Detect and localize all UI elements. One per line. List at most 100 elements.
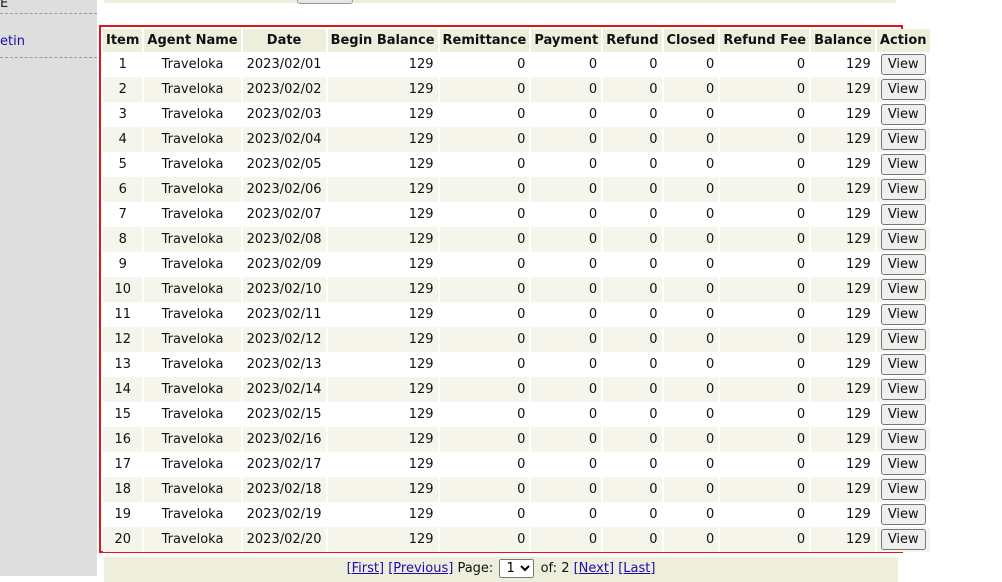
cell-payment: 0 [531,102,604,127]
view-button[interactable]: View [880,529,926,550]
cell-action: View [876,377,932,402]
view-button[interactable]: View [880,429,926,450]
cell-refund-fee: 0 [720,127,812,152]
view-button[interactable]: View [880,79,926,100]
previous-page-link[interactable]: [Previous] [388,561,454,576]
cell-payment: 0 [531,277,604,302]
cell-refund: 0 [603,502,664,527]
column-header-item: Item [103,29,145,52]
cell-remittance: 0 [439,227,532,252]
cell-agent-name: Traveloka [144,227,243,252]
cell-remittance: 0 [439,302,532,327]
cell-payment: 0 [531,327,604,352]
cell-date: 2023/02/01 [242,52,328,77]
cell-date: 2023/02/04 [242,127,328,152]
cell-refund: 0 [603,52,664,77]
cell-refund-fee: 0 [720,327,812,352]
cell-item: 3 [103,102,145,127]
cell-begin-balance: 129 [327,302,440,327]
column-header-agent-name: Agent Name [144,29,243,52]
cell-item: 20 [103,527,145,552]
column-header-begin-balance: Begin Balance [327,29,440,52]
cell-action: View [876,102,932,127]
cell-refund-fee: 0 [720,427,812,452]
sidebar-link[interactable]: etin [0,34,25,49]
view-button[interactable]: View [880,304,926,325]
cell-date: 2023/02/02 [242,77,328,102]
cell-item: 13 [103,352,145,377]
cell-refund-fee: 0 [720,277,812,302]
cell-balance: 129 [811,327,877,352]
cell-refund: 0 [603,77,664,102]
cell-date: 2023/02/07 [242,202,328,227]
cell-closed: 0 [663,77,721,102]
view-button[interactable]: View [880,329,926,350]
cell-begin-balance: 129 [327,477,440,502]
search-button[interactable] [297,0,353,4]
view-button[interactable]: View [880,129,926,150]
cell-action: View [876,77,932,102]
first-page-link[interactable]: [First] [346,561,385,576]
table-body: 1 Traveloka 2023/02/01 129 0 0 0 0 0 129 View 2 Trav… [103,52,932,552]
cell-remittance: 0 [439,477,532,502]
cell-balance: 129 [811,402,877,427]
agent-balance-table: Item Agent Name Date Begin Balance Remit… [103,29,932,552]
cell-remittance: 0 [439,427,532,452]
cell-balance: 129 [811,452,877,477]
view-button[interactable]: View [880,179,926,200]
view-button[interactable]: View [880,404,926,425]
cell-payment: 0 [531,527,604,552]
cell-agent-name: Traveloka [144,477,243,502]
cell-remittance: 0 [439,377,532,402]
cell-refund-fee: 0 [720,402,812,427]
view-button[interactable]: View [880,379,926,400]
cell-payment: 0 [531,427,604,452]
next-page-link[interactable]: [Next] [573,561,615,576]
sidebar-divider [0,13,97,14]
view-button[interactable]: View [880,204,926,225]
last-page-link[interactable]: [Last] [618,561,656,576]
view-button[interactable]: View [880,229,926,250]
view-button[interactable]: View [880,104,926,125]
cell-refund: 0 [603,527,664,552]
cell-action: View [876,127,932,152]
cell-balance: 129 [811,352,877,377]
cell-item: 5 [103,152,145,177]
view-button[interactable]: View [880,454,926,475]
page-select[interactable]: 12 [499,559,535,578]
cell-begin-balance: 129 [327,177,440,202]
column-header-balance: Balance [811,29,877,52]
cell-remittance: 0 [439,502,532,527]
cell-closed: 0 [663,102,721,127]
cell-remittance: 0 [439,77,532,102]
cell-agent-name: Traveloka [144,377,243,402]
view-button[interactable]: View [880,504,926,525]
cell-action: View [876,52,932,77]
table-row: 10 Traveloka 2023/02/10 129 0 0 0 0 0 129 View [103,277,932,302]
cell-action: View [876,502,932,527]
table-row: 18 Traveloka 2023/02/18 129 0 0 0 0 0 129 View [103,477,932,502]
cell-agent-name: Traveloka [144,452,243,477]
view-button[interactable]: View [880,154,926,175]
cell-action: View [876,402,932,427]
view-button[interactable]: View [880,354,926,375]
cell-refund: 0 [603,302,664,327]
table-row: 14 Traveloka 2023/02/14 129 0 0 0 0 0 129 View [103,377,932,402]
cell-item: 1 [103,52,145,77]
cell-closed: 0 [663,277,721,302]
cell-closed: 0 [663,502,721,527]
cell-action: View [876,352,932,377]
report-table-highlight: Item Agent Name Date Begin Balance Remit… [99,25,932,553]
cell-item: 9 [103,252,145,277]
cell-refund-fee: 0 [720,502,812,527]
view-button[interactable]: View [880,254,926,275]
view-button[interactable]: View [880,279,926,300]
cell-date: 2023/02/13 [242,352,328,377]
cell-agent-name: Traveloka [144,127,243,152]
cell-closed: 0 [663,177,721,202]
view-button[interactable]: View [880,54,926,75]
table-row: 3 Traveloka 2023/02/03 129 0 0 0 0 0 129 View [103,102,932,127]
cell-action: View [876,252,932,277]
view-button[interactable]: View [880,479,926,500]
cell-closed: 0 [663,477,721,502]
